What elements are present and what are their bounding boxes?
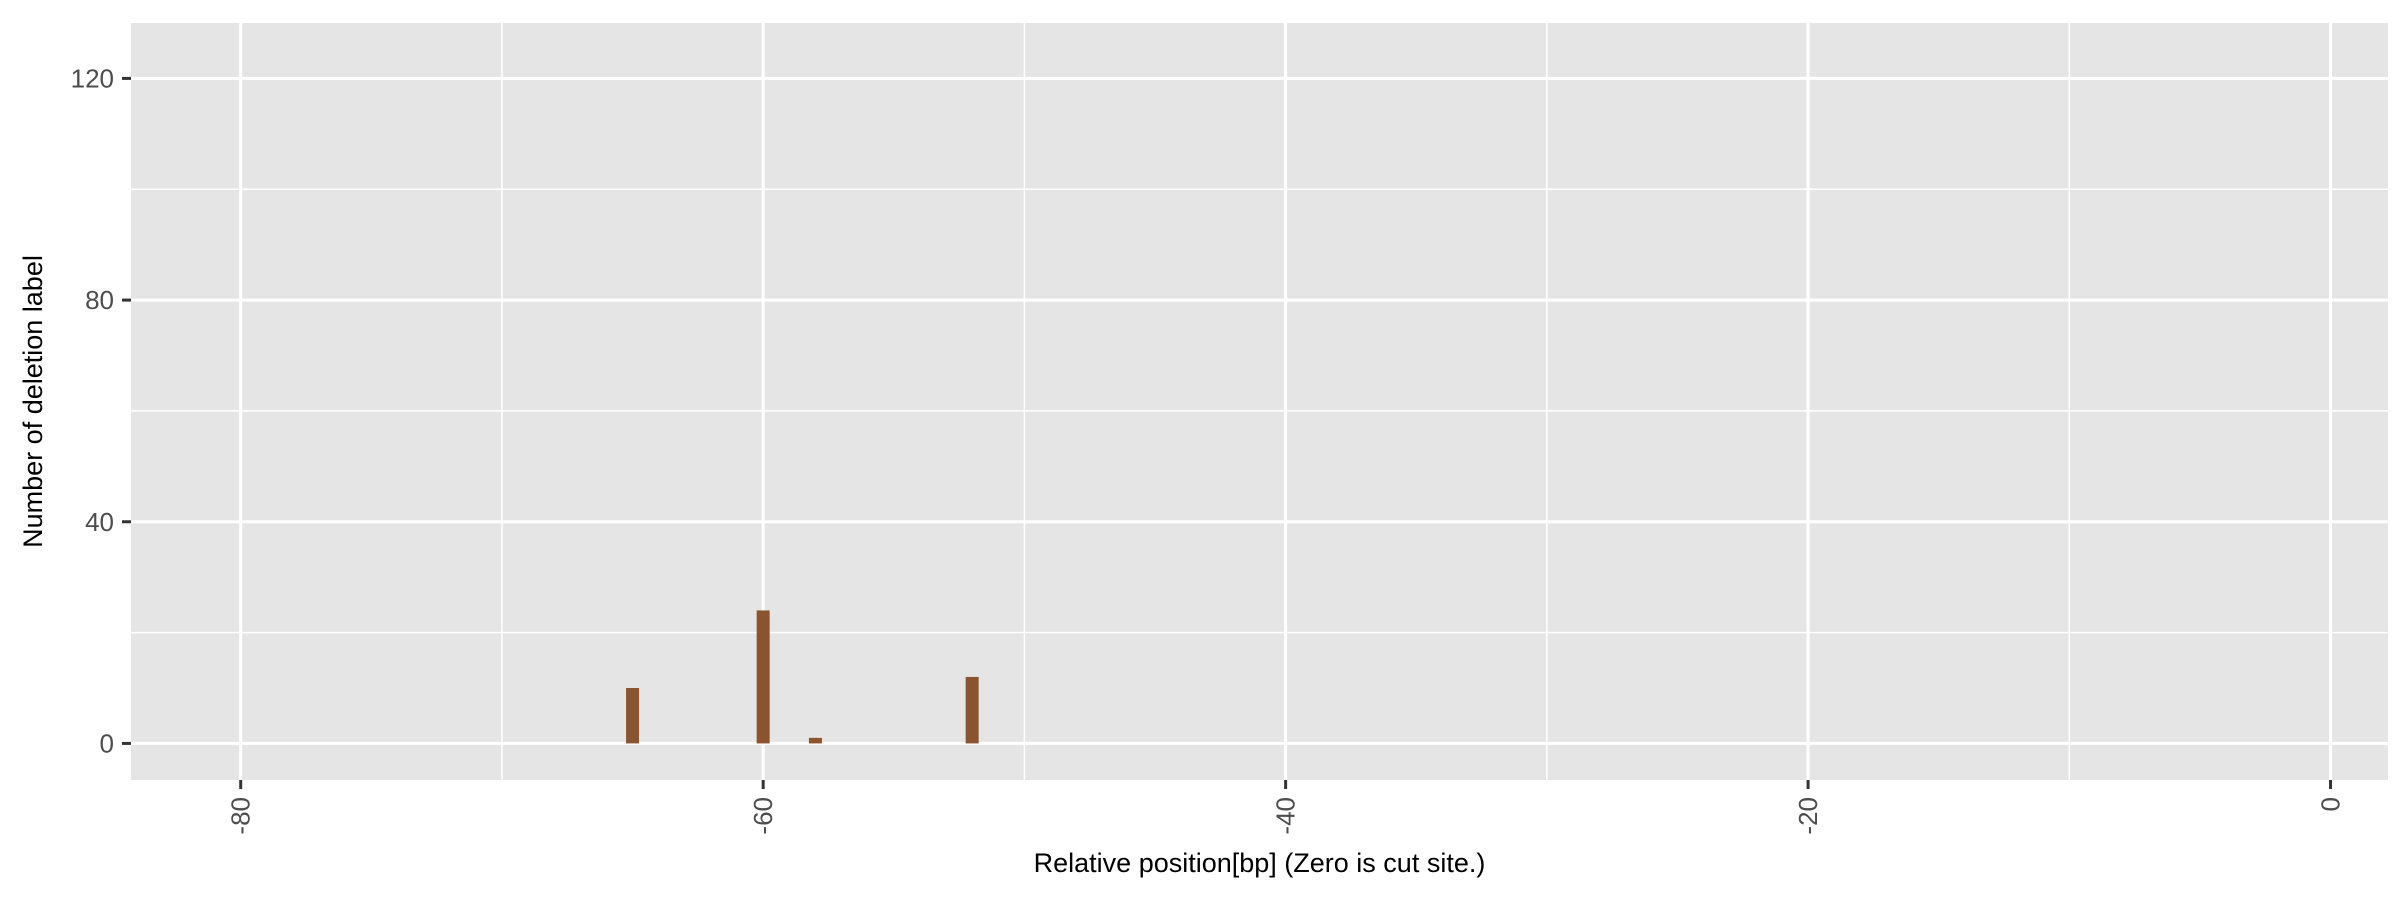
x-tick-label: -60 (748, 797, 778, 835)
y-tick-label: 40 (85, 507, 114, 537)
bar (756, 610, 770, 744)
bars (626, 610, 979, 744)
x-tick-label: 0 (2316, 797, 2346, 811)
x-tick-label: -20 (1793, 797, 1823, 835)
major-gridlines (131, 23, 2388, 780)
y-axis: 0 40 80 120 (71, 63, 131, 758)
bar (626, 688, 640, 744)
x-axis-title: Relative position[bp] (Zero is cut site.… (1034, 848, 1486, 878)
y-tick-label: 120 (71, 63, 114, 93)
y-tick-label: 80 (85, 285, 114, 315)
x-tick-label: -40 (1271, 797, 1301, 835)
bar (808, 737, 822, 744)
bar (965, 676, 979, 744)
plot-panel (131, 23, 2388, 780)
y-axis-title: Number of deletion label (18, 255, 48, 548)
x-axis: -80 -60 -40 -20 0 (226, 780, 2346, 835)
x-tick-label: -80 (226, 797, 256, 835)
y-tick-label: 0 (100, 728, 114, 758)
minor-gridlines (131, 23, 2388, 780)
